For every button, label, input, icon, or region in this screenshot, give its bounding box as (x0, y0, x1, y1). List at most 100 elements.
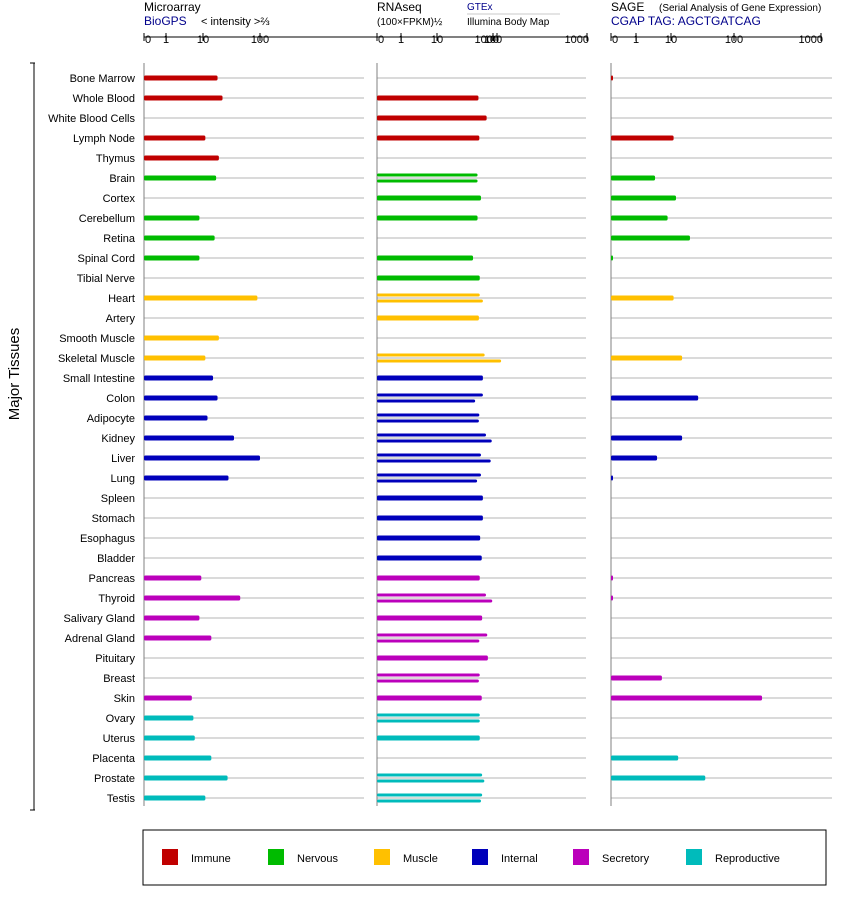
tissue-label: Bone Marrow (70, 73, 135, 85)
x-tick-label: 100 (725, 34, 743, 46)
data-bar (611, 475, 613, 481)
data-bar (144, 415, 208, 421)
data-bar (611, 235, 690, 241)
tissue-label: Prostate (94, 773, 135, 785)
data-bar (377, 453, 481, 457)
data-bar (377, 359, 502, 363)
data-bar (377, 459, 491, 463)
data-bar (611, 435, 683, 441)
data-bar (144, 355, 206, 361)
data-bar (377, 575, 480, 581)
x-tick-label: 1000 (565, 34, 589, 46)
data-bar (377, 695, 482, 701)
legend-swatch (268, 849, 284, 865)
tissue-label: Tibial Nerve (77, 273, 135, 285)
data-bar (144, 295, 258, 301)
legend-swatch (472, 849, 488, 865)
x-tick-label: 0 (378, 34, 384, 46)
data-bar (144, 235, 215, 241)
data-bar (144, 435, 235, 441)
data-bar (611, 175, 656, 181)
tissue-label: Uterus (103, 733, 136, 745)
data-bar (377, 293, 480, 297)
data-bar (144, 395, 218, 401)
data-bar (377, 375, 483, 381)
data-bar (611, 595, 613, 601)
data-bar (377, 793, 483, 797)
tissue-label: Smooth Muscle (59, 333, 135, 345)
tissue-label: Lung (111, 473, 135, 485)
data-bar (377, 735, 480, 741)
tissue-label: Testis (107, 793, 136, 805)
data-bar (377, 639, 480, 643)
tissue-label: Spleen (101, 493, 135, 505)
tissue-label: Whole Blood (73, 93, 135, 105)
legend-label: Secretory (602, 853, 650, 865)
panel-source-bottom: Illumina Body Map (467, 17, 550, 28)
data-bar (144, 795, 206, 801)
data-bar (377, 173, 478, 177)
data-bar (377, 555, 482, 561)
data-bar (377, 615, 483, 621)
data-bar (611, 255, 613, 261)
x-tick-label: 100 (251, 34, 269, 46)
data-bar (611, 295, 674, 301)
data-bar (611, 195, 676, 201)
tissue-label: Pituitary (95, 653, 135, 665)
x-tick-label: 100 (484, 34, 502, 46)
data-bar (377, 535, 481, 541)
data-bar (611, 695, 763, 701)
panel-title-note: (Serial Analysis of Gene Expression) (659, 3, 821, 14)
tissue-label: Lymph Node (73, 133, 135, 145)
data-bar (144, 375, 214, 381)
data-bar (377, 655, 488, 661)
data-bar (611, 75, 613, 81)
data-bar (611, 675, 662, 681)
data-bar (377, 479, 478, 483)
legend-swatch (374, 849, 390, 865)
tissue-label: Heart (108, 293, 135, 305)
x-tick-label: 1 (633, 34, 639, 46)
panel-subtitle: CGAP TAG: AGCTGATCAG (611, 14, 761, 28)
tissue-label: Ovary (106, 713, 136, 725)
legend-swatch (573, 849, 589, 865)
data-bar (377, 215, 478, 221)
data-bar (611, 395, 699, 401)
panel-unit-label: (100×FPKM)½ (377, 17, 443, 28)
data-bar (377, 399, 476, 403)
data-bar (144, 175, 217, 181)
data-bar (611, 575, 613, 581)
legend-label: Internal (501, 853, 538, 865)
data-bar (377, 593, 487, 597)
panel-unit-label: < intensity >⅔ (201, 16, 270, 28)
tissue-label: Breast (103, 673, 135, 685)
data-bar (377, 673, 480, 677)
tissue-label: Thymus (96, 153, 136, 165)
data-bar (377, 353, 485, 357)
tissue-label: Adipocyte (87, 413, 135, 425)
legend-swatch (686, 849, 702, 865)
data-bar (377, 679, 479, 683)
legend-label: Immune (191, 853, 231, 865)
tissue-label: Thyroid (98, 593, 135, 605)
panel-title: Microarray (144, 0, 201, 14)
data-bar (144, 615, 200, 621)
legend-label: Nervous (297, 853, 338, 865)
data-bar (377, 599, 493, 603)
data-bar (377, 433, 487, 437)
data-bar (144, 75, 218, 81)
data-bar (377, 299, 483, 303)
tissue-label: Liver (111, 453, 135, 465)
data-bar (377, 95, 479, 101)
x-tick-label: 0 (145, 34, 151, 46)
data-bar (377, 633, 488, 637)
data-bar (377, 515, 483, 521)
tissue-label: Small Intestine (63, 373, 135, 385)
data-bar (144, 635, 212, 641)
x-tick-label: 10 (431, 34, 443, 46)
tissue-label: Spinal Cord (78, 253, 135, 265)
tissue-label: Esophagus (80, 533, 136, 545)
data-bar (377, 439, 492, 443)
data-bar (611, 775, 706, 781)
x-tick-label: 1000 (799, 34, 823, 46)
